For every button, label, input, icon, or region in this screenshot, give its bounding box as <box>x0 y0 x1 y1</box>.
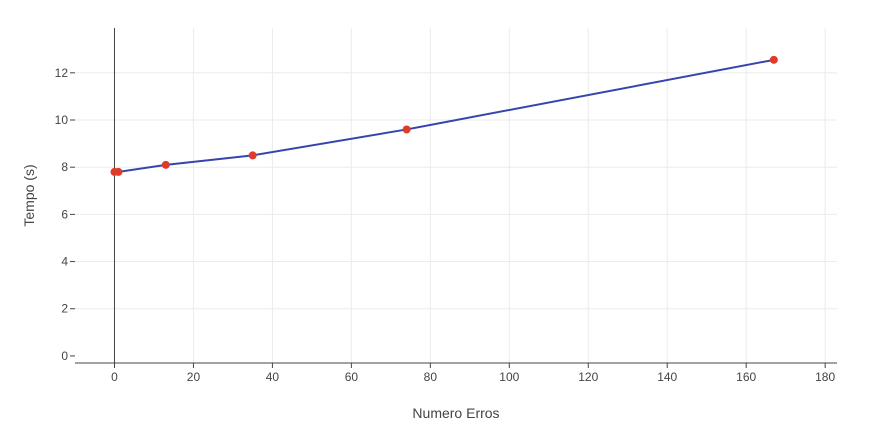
x-tick-label: 140 <box>657 370 677 384</box>
data-point <box>769 55 778 64</box>
y-axis-title: Tempo (s) <box>21 164 37 226</box>
tick-labels: 0 20 40 60 80 100 120 140 160 180 0 2 4 6 8 10 12 <box>55 66 836 384</box>
y-tick-label: 2 <box>61 302 68 316</box>
y-tick-label: 10 <box>55 113 69 127</box>
x-tick-label: 20 <box>187 370 201 384</box>
series <box>110 55 778 176</box>
data-point <box>248 151 257 160</box>
x-tick-label: 60 <box>345 370 359 384</box>
y-tick-label: 6 <box>61 207 68 221</box>
y-tick-label: 12 <box>55 66 69 80</box>
x-tick-label: 100 <box>499 370 519 384</box>
x-tick-label: 160 <box>736 370 756 384</box>
x-tick-label: 0 <box>111 370 118 384</box>
series-line <box>114 58 775 173</box>
x-tick-label: 120 <box>578 370 598 384</box>
y-tick-label: 0 <box>61 349 68 363</box>
y-tick-label: 8 <box>61 160 68 174</box>
x-tick-label: 180 <box>815 370 835 384</box>
y-tick-label: 4 <box>61 255 68 269</box>
data-point <box>114 167 123 176</box>
axes <box>70 28 837 368</box>
data-point <box>161 160 170 169</box>
data-point <box>402 125 411 134</box>
x-tick-label: 80 <box>424 370 438 384</box>
gridlines <box>75 28 837 363</box>
x-tick-label: 40 <box>266 370 280 384</box>
x-axis-title: Numero Erros <box>412 405 499 421</box>
